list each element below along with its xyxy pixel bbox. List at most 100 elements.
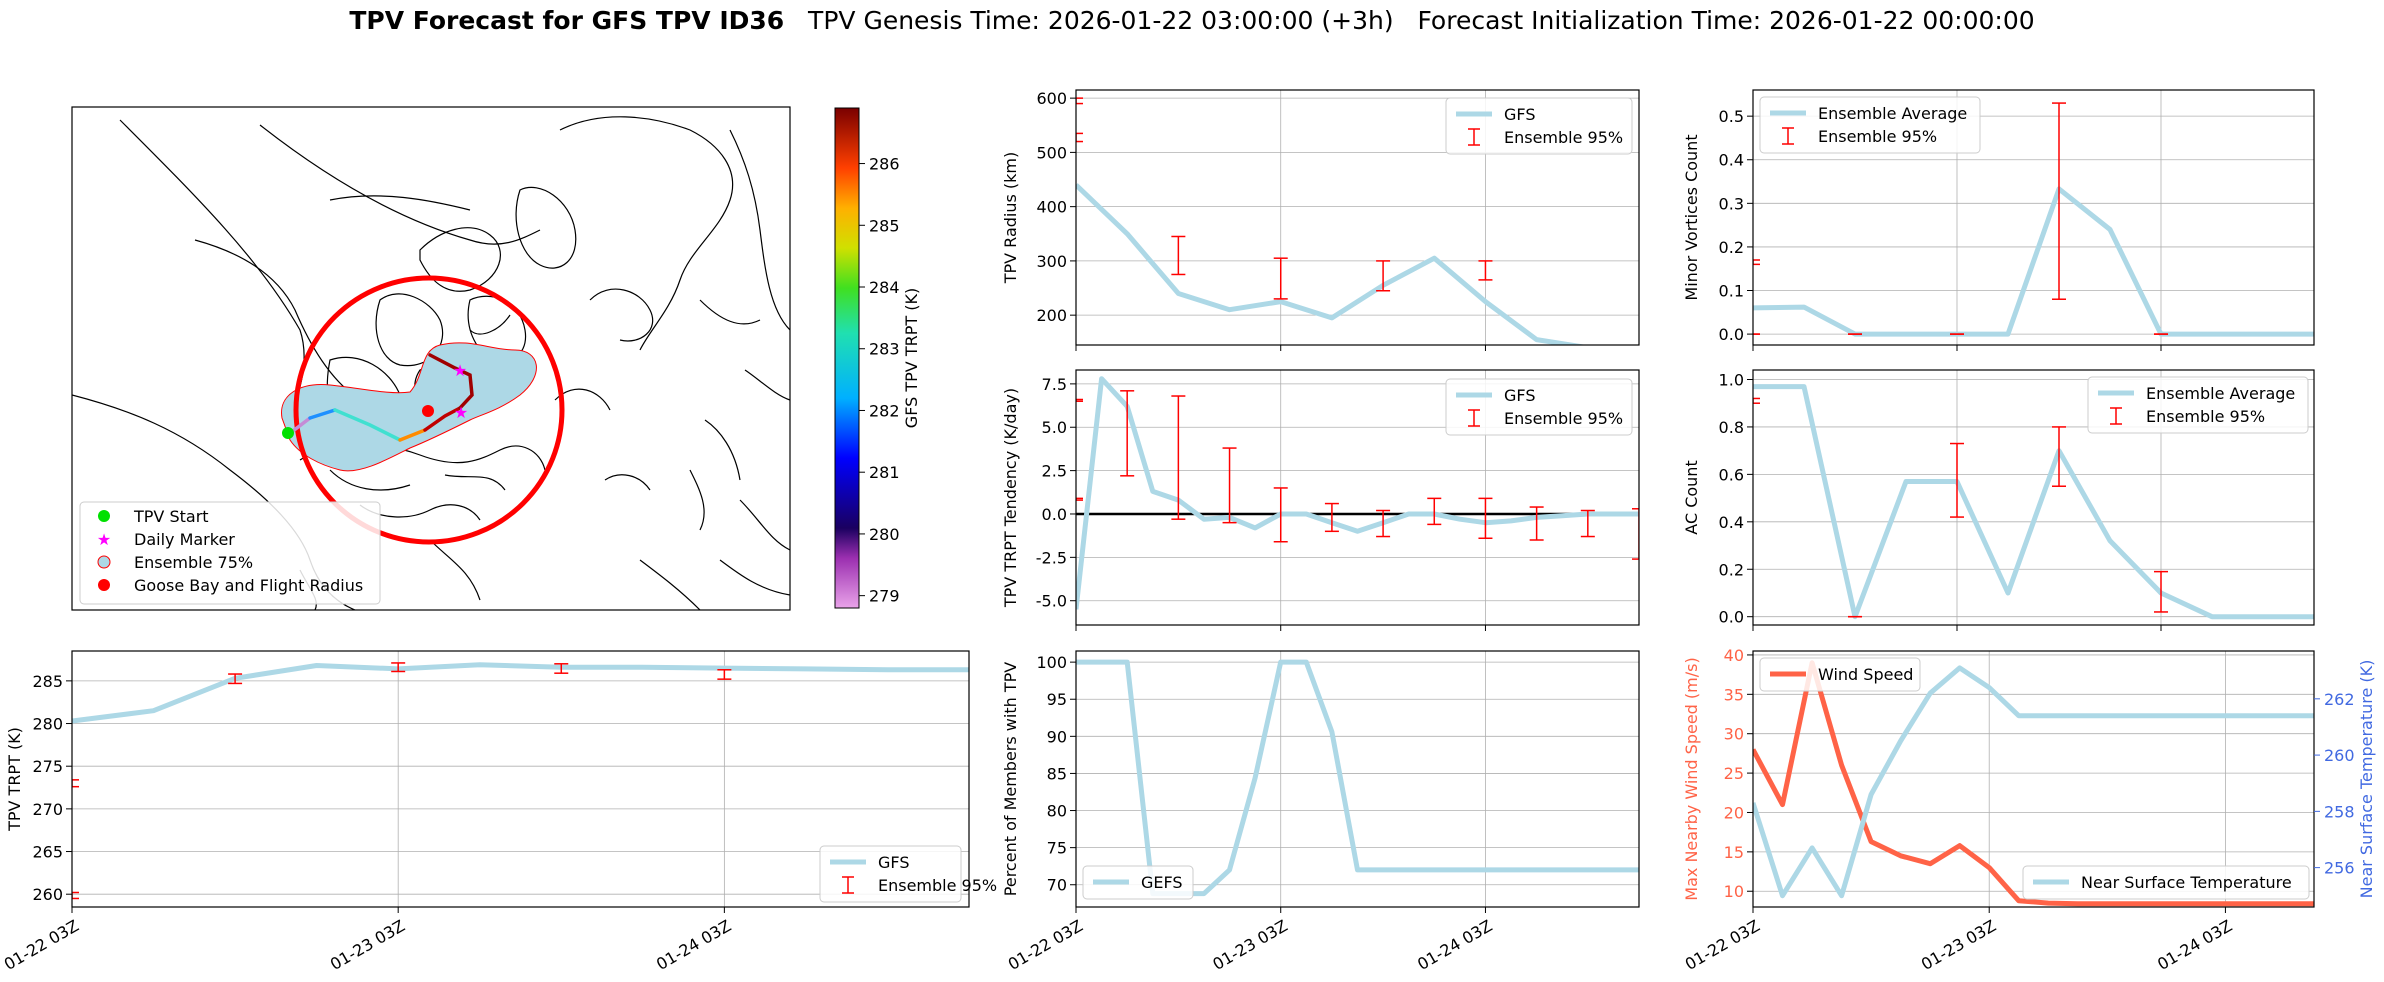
x-tick-label: 01-23 03Z <box>1918 916 1999 974</box>
legend-errorbar-icon <box>1468 128 1480 146</box>
series-line-gfs <box>1076 183 1587 345</box>
y-tick-label: 25 <box>1724 764 1744 783</box>
y-tick-label: 275 <box>32 757 63 776</box>
y-tick-label: 2.5 <box>1042 462 1067 481</box>
error-bar <box>1580 509 1595 538</box>
legend-box <box>2087 376 2309 434</box>
y-tick-label: 300 <box>1036 252 1067 271</box>
y-tick-label: 100 <box>1036 653 1067 672</box>
legend-label: GFS <box>1504 386 1535 405</box>
green-circle-icon <box>98 510 110 522</box>
y-tick-label: 285 <box>32 672 63 691</box>
y-tick-label: 0.2 <box>1719 560 1744 579</box>
error-bar <box>1171 235 1186 276</box>
legend-errorbar-icon <box>1468 409 1480 427</box>
colorbar-tick-label: 282 <box>869 401 900 420</box>
y2-tick-label: 262 <box>2324 690 2355 709</box>
flight-radius-circle <box>293 275 565 545</box>
map-legend-label-1: Daily Marker <box>134 530 235 549</box>
map-legend: TPV Start ★ Daily Marker Ensemble 75% Go… <box>79 501 381 605</box>
colorbar-tick-label: 283 <box>869 340 900 359</box>
error-bar <box>1273 487 1288 543</box>
y-tick-label: 7.5 <box>1042 375 1067 394</box>
axes-frame <box>1752 650 2315 908</box>
radius-chart: 200 300 400 500 600 TPV Radius (km) GFS Ensembl… <box>1001 89 1640 351</box>
y2-axis-label: Near Surface Temperature (K) <box>2357 660 2376 899</box>
y-axis-label: Minor Vortices Count <box>1682 134 1701 300</box>
legend-label: Ensemble Average <box>1818 104 1967 123</box>
title-genesis: TPV Genesis Time: 2026-01-22 03:00:00 (+… <box>808 6 1394 35</box>
colorbar-tick-label: 285 <box>869 216 900 235</box>
ensemble-75-area <box>281 342 537 472</box>
y2-tick-label: 260 <box>2324 746 2355 765</box>
axes-frame <box>1075 650 1640 908</box>
axes-frame <box>71 650 970 908</box>
y-tick-label: 265 <box>32 843 63 862</box>
y-tick-label: 600 <box>1036 89 1067 108</box>
magenta-star-icon: ★ <box>97 530 111 549</box>
y-tick-label: 0.8 <box>1719 418 1744 437</box>
y-tick-label: 15 <box>1724 843 1744 862</box>
y-tick-label: 85 <box>1047 764 1067 783</box>
series-line-gfs <box>1076 376 1639 610</box>
error-bar <box>1120 390 1135 477</box>
axes-frame <box>1075 369 1640 626</box>
minor-vortices-chart: 0.0 0.1 0.2 0.3 0.4 0.5 Minor Vortices Count En… <box>1682 89 2315 351</box>
error-bar <box>1950 442 1964 518</box>
error-bar <box>72 779 79 788</box>
colorbar-tick-label: 280 <box>869 525 900 544</box>
error-bar <box>1076 497 1083 501</box>
figure-title: TPV Forecast for GFS TPV ID36 TPV Genesi… <box>0 6 2384 35</box>
y-tick-label: 10 <box>1724 882 1744 901</box>
series-line-near-surface-temperature <box>1753 665 2314 899</box>
series-line-gefs <box>1076 659 1639 897</box>
y-tick-label: -5.0 <box>1036 592 1067 611</box>
plot-area <box>1076 376 1639 610</box>
red-circle-icon <box>98 579 110 591</box>
ac-count-chart: 0.0 0.2 0.4 0.6 0.8 1.0 AC Count Ensemble Avera… <box>1682 369 2315 631</box>
legend-label: GFS <box>1504 105 1535 124</box>
error-bar <box>554 663 569 674</box>
axes-frame <box>1752 369 2315 626</box>
error-bar <box>1478 497 1493 540</box>
error-bar <box>1376 509 1391 538</box>
legend-label: Ensemble 95% <box>1504 128 1623 147</box>
tendency-chart: -5.0 -2.5 0.0 2.5 5.0 7.5 TPV TRPT Tendency (K… <box>1001 369 1640 631</box>
legend-label: Ensemble 95% <box>1504 409 1623 428</box>
legend-label: Ensemble 95% <box>878 876 997 895</box>
error-bar <box>717 669 732 680</box>
error-bar <box>2052 102 2066 300</box>
legend-box <box>1445 378 1633 436</box>
colorbar: 279 280 281 282 283 284 285 286 GFS TPV TRPT (K… <box>834 107 921 609</box>
y-tick-label: 30 <box>1724 725 1744 744</box>
error-bar <box>2154 570 2168 613</box>
y-tick-label: 20 <box>1724 803 1744 822</box>
map-legend-label-0: TPV Start <box>133 507 209 526</box>
error-bar <box>1171 395 1186 520</box>
error-bar <box>1222 447 1237 524</box>
legend-errorbar-icon <box>1782 127 1794 145</box>
members-chart: 70 75 80 85 90 95 100 01-22 03Z 01-23 03Z 01-24 0… <box>1001 650 1640 974</box>
x-tick-label: 01-23 03Z <box>1209 916 1290 974</box>
y-tick-label: 80 <box>1047 802 1067 821</box>
error-bar <box>1427 497 1442 526</box>
x-tick-label: 01-24 03Z <box>1414 916 1495 974</box>
error-bar <box>1076 398 1083 402</box>
colorbar-tick-label: 279 <box>869 587 900 606</box>
y-axis-label: TPV Radius (km) <box>1001 152 1020 285</box>
x-tick-label: 01-24 03Z <box>653 916 734 974</box>
legend-label: Ensemble 95% <box>1818 127 1937 146</box>
legend-label: Ensemble Average <box>2146 384 2295 403</box>
map-panel: ★ ★ TPV Start ★ Daily Marker Ensemble 75… <box>71 106 921 611</box>
y-tick-label: 200 <box>1036 306 1067 325</box>
series-line-ensemble-average <box>1753 186 2314 337</box>
x-tick-label: 01-24 03Z <box>2154 916 2235 974</box>
y-tick-label: 260 <box>32 885 63 904</box>
error-bar <box>1076 97 1083 105</box>
colorbar-tick-label: 281 <box>869 463 900 482</box>
y-tick-label: 5.0 <box>1042 418 1067 437</box>
y-tick-label: 40 <box>1724 646 1744 665</box>
x-tick-label: 01-22 03Z <box>1682 916 1763 974</box>
daily-marker-1: ★ <box>453 361 467 380</box>
